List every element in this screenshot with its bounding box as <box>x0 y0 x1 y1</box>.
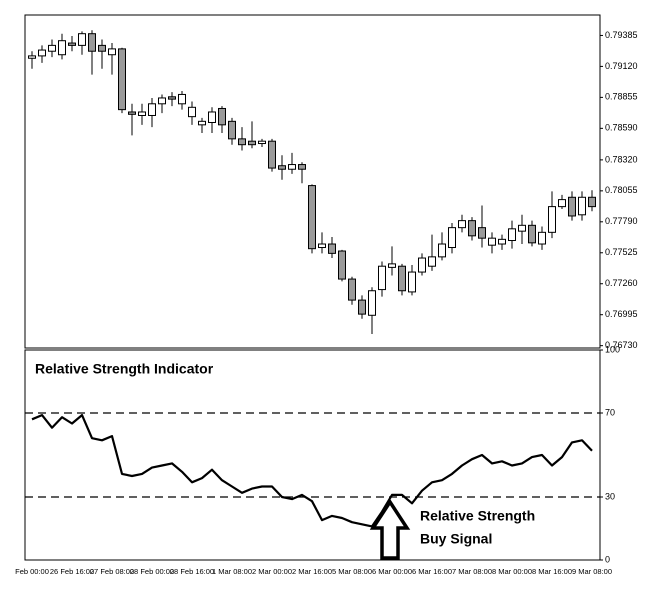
candle-body <box>538 231 546 245</box>
candle-body <box>38 49 46 57</box>
y-tick-label: 0.77525 <box>605 247 638 257</box>
candle-body <box>348 278 356 301</box>
x-tick-label: 2 Mar 16:00 <box>292 567 332 576</box>
candle-body <box>118 48 126 111</box>
candle-body <box>568 196 576 217</box>
candle-body <box>408 271 416 293</box>
candle-body <box>88 33 96 52</box>
buy-arrow <box>369 498 411 560</box>
candle-body <box>318 243 326 249</box>
candle-body <box>438 243 446 258</box>
candle-body <box>398 265 406 292</box>
candle-body <box>518 224 526 232</box>
candle-body <box>188 106 196 118</box>
candle-body <box>228 120 236 140</box>
candle-body <box>288 164 296 170</box>
x-tick-label: 26 Feb 16:00 <box>50 567 94 576</box>
candle-body <box>28 55 36 59</box>
candle-body <box>548 206 556 233</box>
candle-body <box>328 243 336 254</box>
candle-body <box>48 44 56 52</box>
candle-body <box>448 227 456 249</box>
y-tick-label: 0.78055 <box>605 185 638 195</box>
y-tick-label: 70 <box>605 407 615 417</box>
candle-body <box>368 290 376 316</box>
candle-body <box>298 164 306 170</box>
candle-body <box>478 227 486 239</box>
candle-body <box>528 224 536 244</box>
x-tick-label: 9 Mar 08:00 <box>572 567 612 576</box>
x-tick-label: 28 Feb 00:00 <box>130 567 174 576</box>
x-tick-label: 6 Mar 00:00 <box>372 567 412 576</box>
candle-body <box>358 299 366 315</box>
candle-body <box>308 185 316 250</box>
candle-body <box>468 220 476 237</box>
x-tick-label: 6 Mar 16:00 <box>412 567 452 576</box>
candle-body <box>138 111 146 116</box>
candle-body <box>128 111 136 115</box>
x-tick-label: 5 Mar 08:00 <box>332 567 372 576</box>
y-tick-label: 0.79120 <box>605 61 638 71</box>
annotation: Buy Signal <box>420 531 492 547</box>
candle-body <box>588 196 596 208</box>
y-tick-label: 0.79385 <box>605 30 638 40</box>
x-tick-label: 2 Mar 00:00 <box>252 567 292 576</box>
candle-body <box>378 265 386 291</box>
rsi-panel <box>24 349 601 561</box>
candle-body <box>198 120 206 126</box>
candle-body <box>148 103 156 116</box>
x-tick-label: 8 Mar 00:00 <box>492 567 532 576</box>
candle-body <box>248 140 256 146</box>
x-tick-label: 7 Mar 08:00 <box>452 567 492 576</box>
candle-body <box>428 256 436 267</box>
candle-body <box>168 96 176 100</box>
candle-body <box>508 228 516 242</box>
y-tick-label: 30 <box>605 491 615 501</box>
y-tick-label: 0.78320 <box>605 154 638 164</box>
candle-body <box>388 263 396 268</box>
y-tick-label: 0.77260 <box>605 278 638 288</box>
candle-body <box>578 196 586 216</box>
x-tick-label: Feb 00:00 <box>15 567 49 576</box>
candle-body <box>458 220 466 229</box>
candle-body <box>98 44 106 52</box>
y-tick-label: 0.78855 <box>605 92 638 102</box>
candle-body <box>178 93 186 105</box>
rsi-title: Relative Strength Indicator <box>35 361 214 377</box>
y-tick-label: 100 <box>605 344 620 354</box>
candle-body <box>78 33 86 46</box>
candle-body <box>158 97 166 105</box>
x-tick-label: 1 Mar 08:00 <box>212 567 252 576</box>
candle-body <box>58 40 66 56</box>
candle-body <box>108 48 116 56</box>
y-tick-label: 0 <box>605 554 610 564</box>
x-tick-label: 8 Mar 16:00 <box>532 567 572 576</box>
candle-body <box>418 257 426 273</box>
x-tick-label: 28 Feb 16:00 <box>170 567 214 576</box>
y-tick-label: 0.76995 <box>605 309 638 319</box>
candle-body <box>338 250 346 280</box>
price-panel <box>24 14 601 349</box>
candle-body <box>498 238 506 245</box>
candle-body <box>268 140 276 169</box>
candle-body <box>258 140 266 145</box>
candle-body <box>68 42 76 46</box>
y-tick-label: 0.78590 <box>605 123 638 133</box>
x-tick-label: 27 Feb 08:00 <box>90 567 134 576</box>
rsi-line <box>31 414 593 528</box>
candle-body <box>208 111 216 123</box>
candle-body <box>218 107 226 126</box>
y-tick-label: 0.76730 <box>605 340 638 350</box>
annotation: Relative Strength <box>420 508 535 524</box>
candle-body <box>488 237 496 246</box>
y-tick-label: 0.77790 <box>605 216 638 226</box>
candle-body <box>558 199 566 208</box>
candle-body <box>238 138 246 146</box>
candle-body <box>278 165 286 170</box>
